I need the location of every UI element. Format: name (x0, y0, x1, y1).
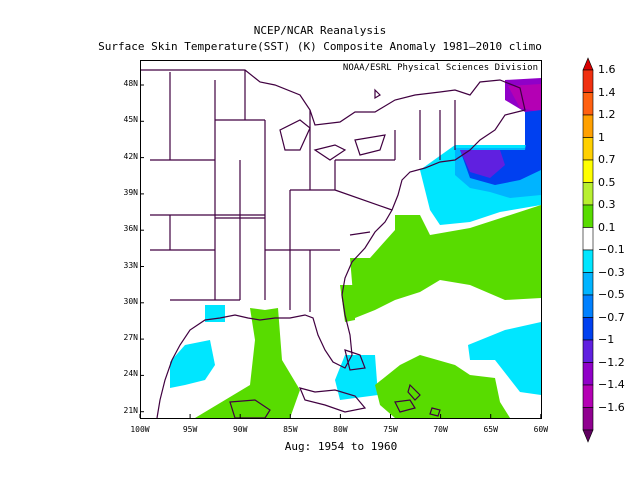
latitude-label: 45N (123, 115, 138, 125)
map-title: NCEP/NCAR Reanalysis (253, 24, 387, 37)
colorbar-label: −1 (598, 333, 615, 346)
colorbar-label: −0.5 (598, 288, 625, 301)
colorbar-segment (582, 339, 594, 363)
tick-marks (139, 84, 542, 418)
purple-anomaly-region (460, 150, 505, 178)
colorbar-segment (582, 249, 594, 273)
latitude-label: 27N (123, 333, 138, 343)
cyan-bahamas-region (335, 355, 378, 400)
colorbar-segment (582, 204, 594, 228)
colorbar-segment (582, 69, 594, 93)
latitude-label: 48N (123, 79, 138, 88)
colorbar-label: −0.7 (598, 310, 625, 324)
colorbar-label: −1.2 (598, 355, 625, 369)
longitude-label: 95W (182, 425, 198, 434)
latitude-label: 36N (123, 224, 138, 234)
colorbar-segment (582, 407, 594, 431)
colorbar-segment (582, 294, 594, 318)
longitude-label: 65W (483, 425, 498, 434)
colorbar-label: −0.1 (598, 243, 625, 256)
green-atlantic-region (350, 205, 541, 318)
anomaly-fields (170, 78, 541, 418)
green-caribbean-region (375, 355, 510, 418)
longitude-label: 80W (333, 425, 348, 434)
latitude-label: 42N (123, 151, 138, 161)
colorbar-segment (582, 159, 594, 183)
colorbar-top-arrow (582, 57, 594, 71)
longitude-label: 100W (130, 425, 150, 434)
date-range-caption: Aug: 1954 to 1960 (284, 440, 398, 453)
colorbar-label: −1.6 (598, 400, 625, 414)
map-subtitle-line: Surface Skin Temperature(SST) (K) Compos… (98, 40, 542, 53)
colorbar-segment (582, 317, 594, 341)
longitude-label: 60W (533, 425, 549, 434)
colorbar-label: 1.6 (598, 63, 616, 76)
credit-box (355, 61, 541, 73)
colorbar-label: −0.3 (598, 265, 625, 279)
colorbar-label: 1.4 (598, 85, 616, 99)
longitude-label: 90W (232, 425, 248, 434)
colorbar-segment (582, 362, 594, 386)
latitude-label: 24N (123, 369, 138, 379)
colorbar (582, 57, 594, 443)
colorbar-label: 1.2 (598, 108, 616, 121)
latitude-label: 30N (123, 296, 138, 306)
colorbar-bottom-arrow (582, 429, 594, 443)
green-gulf-region (195, 308, 300, 418)
green-fl-region (340, 285, 355, 322)
latitude-label: 39N (123, 187, 138, 197)
cyan-gulf-region (170, 340, 215, 388)
longitude-label: 85W (283, 425, 298, 434)
colorbar-segment (582, 137, 594, 161)
coastlines (140, 69, 526, 419)
colorbar-segment (582, 272, 594, 296)
colorbar-label: 0.5 (598, 175, 616, 189)
colorbar-segment (582, 227, 594, 251)
colorbar-label: 1 (598, 130, 605, 144)
colorbar-label: 0.7 (598, 153, 616, 166)
colorbar-segment (582, 114, 594, 138)
colorbar-label: 0.1 (598, 220, 616, 234)
longitude-label: 70W (433, 425, 448, 434)
colorbar-label: −1.4 (598, 378, 625, 391)
colorbar-segment (582, 92, 594, 116)
violet-anomaly-region (508, 84, 541, 112)
credit-text: NOAA/ESRL Physical Sciences Division (343, 63, 538, 73)
colorbar-label: 0.3 (598, 198, 616, 211)
latitude-label: 21N (123, 405, 138, 415)
longitude-label: 75W (383, 425, 398, 434)
blue-edge-region (525, 110, 541, 145)
colorbar-segment (582, 182, 594, 206)
map-frame (140, 60, 542, 419)
latitude-label: 33N (123, 260, 138, 270)
cyan-east-region (468, 322, 541, 395)
colorbar-segment (582, 384, 594, 408)
